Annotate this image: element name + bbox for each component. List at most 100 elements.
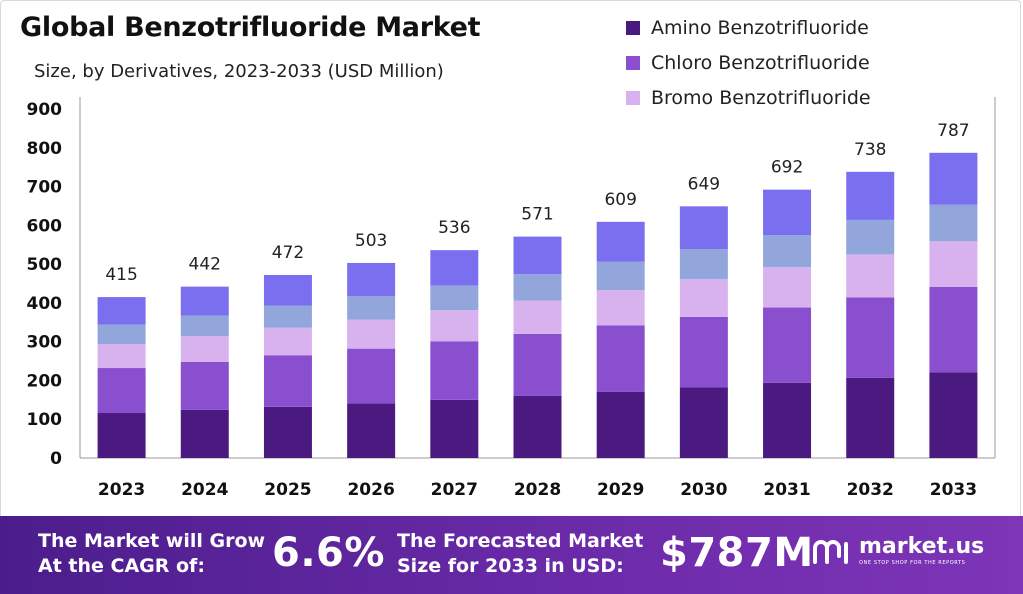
data-label: 787 (937, 121, 969, 141)
y-tick-label: 300 (27, 333, 63, 353)
bar-segment (180, 315, 229, 337)
bar-segment (513, 236, 562, 275)
x-tick-label: 2028 (514, 480, 561, 500)
x-tick-label: 2033 (930, 480, 977, 500)
bar-segment (263, 305, 312, 328)
y-tick-label: 600 (27, 216, 63, 236)
y-tick-label: 700 (27, 178, 63, 198)
bar-segment (929, 372, 978, 458)
legend-label-amino: Amino Benzotrifluoride (651, 16, 869, 39)
y-tick-label: 400 (27, 294, 63, 314)
x-tick-label: 2032 (847, 480, 894, 500)
legend-label-bromo: Bromo Benzotrifluoride (651, 86, 871, 109)
forecast-value: $787M (660, 530, 814, 576)
data-label: 649 (688, 174, 720, 194)
data-label: 738 (854, 140, 886, 160)
bar-segment (513, 300, 562, 334)
bar-segment (430, 285, 479, 311)
bar-segment (180, 361, 229, 410)
bar-segment (347, 262, 396, 297)
y-tick-label: 900 (27, 100, 63, 120)
bar-segment (763, 382, 812, 458)
bar-segment (763, 235, 812, 268)
forecast-label: The Forecasted Market Size for 2033 in U… (397, 529, 643, 579)
bar-segment (347, 296, 396, 320)
legend-item-bromo: Bromo Benzotrifluoride (626, 80, 871, 115)
bar-segment (430, 399, 479, 458)
cagr-label: The Market will Grow At the CAGR of: (38, 529, 265, 579)
bar-segment (679, 206, 728, 249)
data-label: 609 (604, 190, 636, 210)
data-label: 571 (521, 205, 553, 225)
legend-item-chloro: Chloro Benzotrifluoride (626, 45, 871, 80)
data-label: 692 (771, 158, 803, 178)
bar-segment (347, 319, 396, 349)
bar-segment (180, 409, 229, 458)
cagr-label-line2: At the CAGR of: (38, 555, 205, 577)
bar-segment (430, 250, 479, 286)
cagr-value: 6.6% (272, 530, 385, 576)
x-tick-label: 2030 (680, 480, 727, 500)
bar-segment (513, 333, 562, 396)
bar-segment (347, 348, 396, 404)
bar-segment (596, 290, 645, 326)
legend-item-amino: Amino Benzotrifluoride (626, 10, 871, 45)
data-label: 472 (272, 243, 304, 263)
x-tick-label: 2029 (597, 480, 644, 500)
bar-segment (846, 171, 895, 220)
data-label: 442 (189, 255, 221, 275)
bar-segment (263, 406, 312, 458)
forecast-label-line1: The Forecasted Market (397, 530, 644, 552)
x-tick-label: 2025 (264, 480, 311, 500)
chart-plot: 0 100 200 300 400 500 600 700 800 900 415 2023 442 20… (27, 97, 996, 500)
bar-segment (430, 341, 479, 400)
bar-segment (347, 403, 396, 458)
chart-subtitle: Size, by Derivatives, 2023-2033 (USD Mil… (34, 61, 444, 82)
bar-segment (513, 395, 562, 458)
bar-segment (596, 221, 645, 262)
brand-logo: market.us ONE STOP SHOP FOR THE REPORTS (811, 536, 984, 566)
y-tick-label: 800 (27, 139, 63, 159)
bar-segment (846, 377, 895, 458)
x-tick-label: 2031 (763, 480, 810, 500)
bar-segment (596, 261, 645, 291)
bar-segment (679, 248, 728, 280)
brand-tagline: ONE STOP SHOP FOR THE REPORTS (859, 560, 966, 566)
footer-banner: The Market will Grow At the CAGR of: 6.6… (0, 516, 1023, 594)
bar-segment (596, 325, 645, 392)
bar-segment (263, 355, 312, 407)
data-label: 536 (438, 218, 470, 238)
bar-segment (929, 204, 978, 242)
bar-segment (679, 316, 728, 388)
cagr-label-line1: The Market will Grow (38, 530, 266, 552)
bar-segment (97, 368, 146, 414)
bar-segment (97, 324, 146, 344)
data-label: 503 (355, 231, 387, 251)
data-label: 415 (105, 265, 137, 285)
legend: Amino Benzotrifluoride Chloro Benzotrifl… (626, 10, 871, 115)
y-tick-label: 0 (50, 449, 62, 469)
bar-segment (846, 254, 895, 298)
x-tick-label: 2027 (431, 480, 478, 500)
bar-segment (263, 274, 312, 306)
bar-segment (679, 387, 728, 458)
bar-segment (513, 274, 562, 301)
bar-segment (97, 413, 146, 458)
bar-segment (97, 297, 146, 325)
bar-segment (846, 297, 895, 378)
bar-segment (929, 241, 978, 287)
x-tick-label: 2023 (98, 480, 145, 500)
bar-segment (763, 189, 812, 236)
bar-segment (596, 391, 645, 458)
market-us-logo-icon (813, 540, 848, 564)
bar-segment (763, 307, 812, 383)
bar-segment (929, 152, 978, 205)
brand-name: market.us (859, 534, 985, 559)
y-tick-label: 100 (27, 410, 63, 430)
bar-segment (679, 279, 728, 317)
legend-swatch-amino (626, 20, 640, 35)
bar-segment (180, 336, 229, 362)
bar-segment (929, 286, 978, 373)
y-tick-label: 200 (27, 371, 63, 391)
x-tick-label: 2026 (347, 480, 394, 500)
